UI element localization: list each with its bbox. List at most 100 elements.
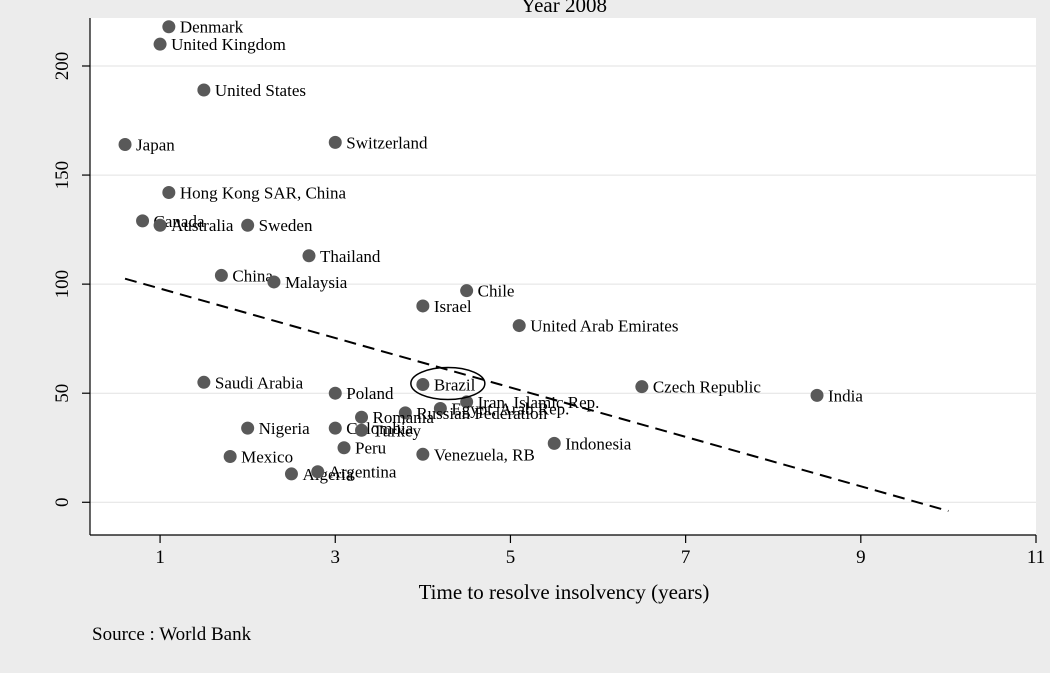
point-label: Poland (346, 384, 394, 403)
point-marker (153, 218, 167, 232)
point-marker (635, 380, 649, 394)
point-label: Russian Federation (416, 404, 547, 423)
point-label: Chile (478, 282, 515, 301)
data-point: Russian Federation (398, 404, 548, 423)
x-tick-label: 7 (681, 547, 691, 568)
point-marker (136, 214, 150, 228)
chart-title: Year 2008 (521, 0, 607, 17)
point-marker (398, 406, 412, 420)
data-point: Thailand (302, 247, 381, 266)
point-marker (223, 449, 237, 463)
point-label: Nigeria (259, 419, 310, 438)
point-marker (433, 401, 447, 415)
data-point: Saudi Arabia (197, 373, 304, 392)
point-label: Saudi Arabia (215, 373, 304, 392)
point-marker (241, 421, 255, 435)
point-marker (460, 284, 474, 298)
y-tick-label: 0 (52, 498, 73, 508)
x-tick-label: 11 (1027, 547, 1045, 568)
point-label: Israel (434, 297, 472, 316)
point-marker (416, 299, 430, 313)
point-label: Hong Kong SAR, China (180, 184, 347, 203)
point-label: Thailand (320, 247, 381, 266)
point-marker (328, 421, 342, 435)
point-label: Indonesia (565, 434, 632, 453)
data-point: Indonesia (547, 434, 632, 453)
fit-line (124, 277, 949, 512)
point-label: Denmark (180, 18, 244, 37)
y-tick-label: 200 (52, 52, 73, 81)
grid-layer (90, 65, 1036, 503)
point-label: Romania (373, 408, 435, 427)
point-label: Peru (355, 439, 387, 458)
point-marker (512, 319, 526, 333)
data-point: Nigeria (241, 419, 310, 438)
data-point: Switzerland (328, 133, 428, 152)
point-label: Turkey (373, 421, 422, 440)
point-marker (197, 375, 211, 389)
point-label: Czech Republic (653, 378, 762, 397)
data-point: Venezuela, RB (416, 445, 535, 464)
x-tick-label: 1 (155, 547, 165, 568)
data-point: Czech Republic (635, 378, 761, 397)
point-label: Brazil (434, 375, 476, 394)
point-marker (311, 465, 325, 479)
data-point: Hong Kong SAR, China (162, 184, 347, 203)
point-marker (355, 410, 369, 424)
point-label: Australia (171, 216, 234, 235)
x-axis-title: Time to resolve insolvency (years) (419, 580, 710, 604)
x-tick-label: 3 (331, 547, 341, 568)
data-point: Turkey (355, 421, 422, 440)
x-tick-label: 5 (506, 547, 516, 568)
data-point: China (214, 266, 273, 285)
point-marker (547, 436, 561, 450)
point-marker (337, 441, 351, 455)
data-point: United Kingdom (153, 35, 286, 54)
data-point: Australia (153, 216, 234, 235)
y-tick-label: 100 (52, 270, 73, 299)
point-marker (355, 423, 369, 437)
point-marker (214, 268, 228, 282)
data-point: Japan (118, 136, 175, 155)
point-label: Malaysia (285, 273, 348, 292)
point-label: Sweden (259, 216, 313, 235)
point-label: Iran, Islamic Rep. (478, 393, 600, 412)
point-marker (267, 275, 281, 289)
point-label: India (828, 386, 863, 405)
point-label: Switzerland (346, 133, 428, 152)
point-marker (162, 20, 176, 34)
point-label: United States (215, 81, 306, 100)
data-point: Poland (328, 384, 394, 403)
point-marker (416, 377, 430, 391)
data-point: United States (197, 81, 306, 100)
y-tick-label: 50 (52, 384, 73, 403)
data-point: Denmark (162, 18, 244, 37)
data-point: Iran, Islamic Rep. (460, 393, 599, 412)
data-point: United Arab Emirates (512, 317, 678, 336)
point-label: United Kingdom (171, 35, 286, 54)
point-marker (302, 249, 316, 263)
axes-layer: 0 50 100 150 200 1 3 5 7 9 11 (52, 18, 1045, 568)
data-point: Peru (337, 439, 387, 458)
data-point: Chile (460, 282, 514, 301)
point-label: Japan (136, 136, 175, 155)
data-point: Mexico (223, 447, 293, 466)
point-marker (416, 447, 430, 461)
point-marker (284, 467, 298, 481)
point-marker (241, 218, 255, 232)
point-marker (118, 138, 132, 152)
data-point: Brazil (416, 375, 476, 394)
plot-area (90, 18, 1036, 535)
data-point: Argentina (311, 463, 397, 482)
data-point: Sweden (241, 216, 313, 235)
y-tick-label: 150 (52, 161, 73, 190)
source-note: Source : World Bank (92, 624, 252, 645)
point-marker (328, 386, 342, 400)
data-point: Romania (355, 408, 434, 427)
data-point: Israel (416, 297, 472, 316)
highlight-ellipse (410, 366, 486, 401)
point-marker (162, 186, 176, 200)
point-marker (197, 83, 211, 97)
